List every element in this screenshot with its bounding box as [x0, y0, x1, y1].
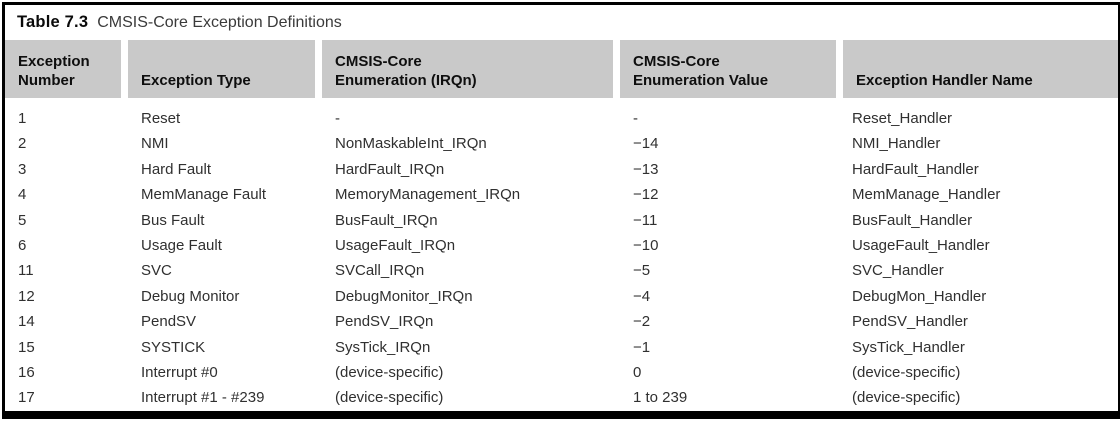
cell-cmsis-enumeration-value: -	[633, 110, 638, 127]
cell-exception-number: 11	[18, 262, 34, 280]
cell-cmsis-enumeration-irqn: MemoryManagement_IRQn	[335, 186, 521, 204]
column-header-cmsis-enumeration-value: CMSIS-Core Enumeration Value	[620, 40, 836, 98]
cell-exception-number: 2	[18, 135, 27, 153]
cell-exception-number: 14	[18, 313, 35, 331]
cell-cmsis-enumeration-irqn: -	[335, 110, 340, 127]
table-caption: Table 7.3 CMSIS-Core Exception Definitio…	[5, 5, 1118, 40]
cell-cmsis-enumeration-irqn: UsageFault_IRQn	[335, 236, 456, 254]
cell-cmsis-enumeration-irqn: (device-specific)	[335, 363, 444, 381]
cell-exception-handler-name: UsageFault_Handler	[852, 236, 990, 254]
table-caption-number: Table 7.3	[17, 13, 89, 31]
cell-exception-type: Usage Fault	[141, 236, 222, 254]
cell-exception-number: 12	[18, 287, 35, 305]
cell-exception-type: Debug Monitor	[141, 287, 240, 305]
cell-exception-handler-name: PendSV_Handler	[852, 313, 968, 331]
table-header-row: Exception Number Exception Type CMSIS-Co…	[5, 40, 1118, 98]
cell-exception-type: MemManage Fault	[141, 186, 267, 204]
cell-cmsis-enumeration-value: −5	[633, 262, 651, 280]
cell-exception-handler-name: (device-specific)	[852, 363, 961, 381]
cell-exception-type: Reset	[141, 110, 181, 127]
cell-exception-type: NMI	[141, 135, 169, 153]
table-body: 1 Reset - - Reset_Handler 2 NMI NonMaska…	[5, 106, 1118, 411]
cell-exception-type: Interrupt #1 - #239	[141, 389, 265, 407]
cell-exception-number: 17	[18, 389, 35, 407]
cell-cmsis-enumeration-irqn: SVCall_IRQn	[335, 262, 425, 280]
column-header-exception-type: Exception Type	[128, 40, 315, 98]
cell-cmsis-enumeration-irqn: SysTick_IRQn	[335, 338, 431, 356]
cell-exception-number: 5	[18, 211, 27, 229]
cell-exception-handler-name: MemManage_Handler	[852, 186, 1001, 204]
cell-exception-number: 6	[18, 236, 27, 254]
cell-exception-handler-name: (device-specific)	[852, 389, 961, 407]
cell-cmsis-enumeration-irqn: PendSV_IRQn	[335, 313, 434, 331]
cell-exception-type: SYSTICK	[141, 338, 206, 356]
cell-exception-type: Bus Fault	[141, 211, 205, 229]
cell-exception-type: Hard Fault	[141, 160, 212, 178]
cell-cmsis-enumeration-value: −1	[633, 338, 651, 356]
cell-cmsis-enumeration-value: −12	[633, 186, 659, 204]
cell-cmsis-enumeration-value: −14	[633, 135, 659, 153]
cell-exception-handler-name: Reset_Handler	[852, 110, 953, 127]
cell-cmsis-enumeration-value: −2	[633, 313, 651, 331]
cell-cmsis-enumeration-irqn: NonMaskableInt_IRQn	[335, 135, 487, 153]
column-header-exception-handler-name: Exception Handler Name	[843, 40, 1118, 98]
cell-cmsis-enumeration-value: −11	[633, 211, 658, 229]
column-header-cmsis-enumeration-irqn: CMSIS-Core Enumeration (IRQn)	[322, 40, 613, 98]
cell-exception-handler-name: BusFault_Handler	[852, 211, 973, 229]
cell-exception-handler-name: SVC_Handler	[852, 262, 944, 280]
cell-exception-number: 1	[18, 110, 27, 127]
cell-exception-handler-name: DebugMon_Handler	[852, 287, 987, 305]
cell-exception-handler-name: SysTick_Handler	[852, 338, 965, 356]
cell-cmsis-enumeration-value: −10	[633, 236, 659, 254]
cell-exception-type: SVC	[141, 262, 172, 280]
cell-exception-number: 3	[18, 160, 27, 178]
cell-cmsis-enumeration-value: 0	[633, 363, 642, 381]
cell-exception-number: 15	[18, 338, 35, 356]
cell-exception-number: 16	[18, 363, 35, 381]
cell-cmsis-enumeration-irqn: DebugMonitor_IRQn	[335, 287, 473, 305]
column-header-exception-number: Exception Number	[5, 40, 121, 98]
cell-cmsis-enumeration-irqn: BusFault_IRQn	[335, 211, 438, 229]
cell-exception-handler-name: HardFault_Handler	[852, 160, 979, 178]
cell-exception-type: PendSV	[141, 313, 197, 331]
cell-exception-number: 4	[18, 186, 27, 204]
cell-cmsis-enumeration-irqn: HardFault_IRQn	[335, 160, 445, 178]
cell-cmsis-enumeration-value: 1 to 239	[633, 389, 688, 407]
cell-cmsis-enumeration-value: −4	[633, 287, 651, 305]
cell-exception-handler-name: NMI_Handler	[852, 135, 941, 153]
cell-cmsis-enumeration-value: −13	[633, 160, 659, 178]
cell-cmsis-enumeration-irqn: (device-specific)	[335, 389, 444, 407]
table-caption-title: CMSIS-Core Exception Definitions	[97, 13, 342, 31]
cell-exception-type: Interrupt #0	[141, 363, 218, 381]
